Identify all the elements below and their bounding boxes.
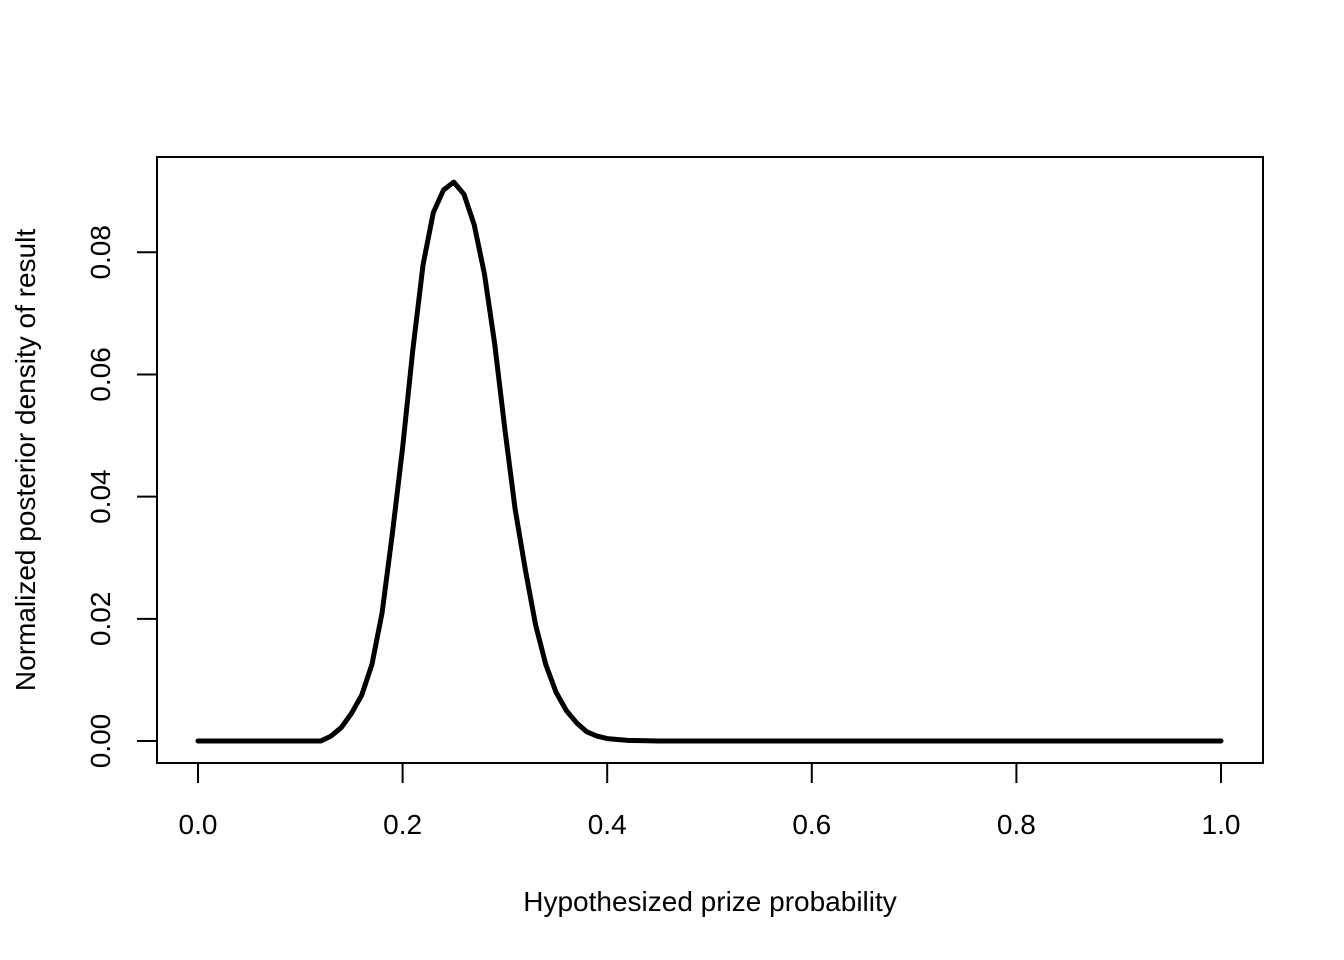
y-axis-label: Normalized posterior density of result [10, 229, 41, 691]
y-tick-label: 0.00 [85, 714, 116, 769]
y-tick-label: 0.08 [85, 225, 116, 280]
x-axis: 0.0 0.2 0.4 0.6 0.8 1.0 [179, 762, 1241, 840]
x-tick-label: 0.8 [997, 809, 1036, 840]
y-tick-label: 0.02 [85, 592, 116, 647]
x-tick-label: 0.6 [792, 809, 831, 840]
x-tick-label: 0.2 [383, 809, 422, 840]
x-tick-label: 0.4 [588, 809, 627, 840]
y-axis: 0.00 0.02 0.04 0.06 0.08 [85, 225, 158, 769]
plot-frame [156, 156, 1264, 764]
y-tick-label: 0.06 [85, 347, 116, 402]
x-tick-label: 1.0 [1202, 809, 1241, 840]
x-axis-label: Hypothesized prize probability [523, 886, 897, 917]
density-curve [195, 179, 1224, 744]
y-tick-label: 0.04 [85, 469, 116, 524]
x-tick-label: 0.0 [179, 809, 218, 840]
